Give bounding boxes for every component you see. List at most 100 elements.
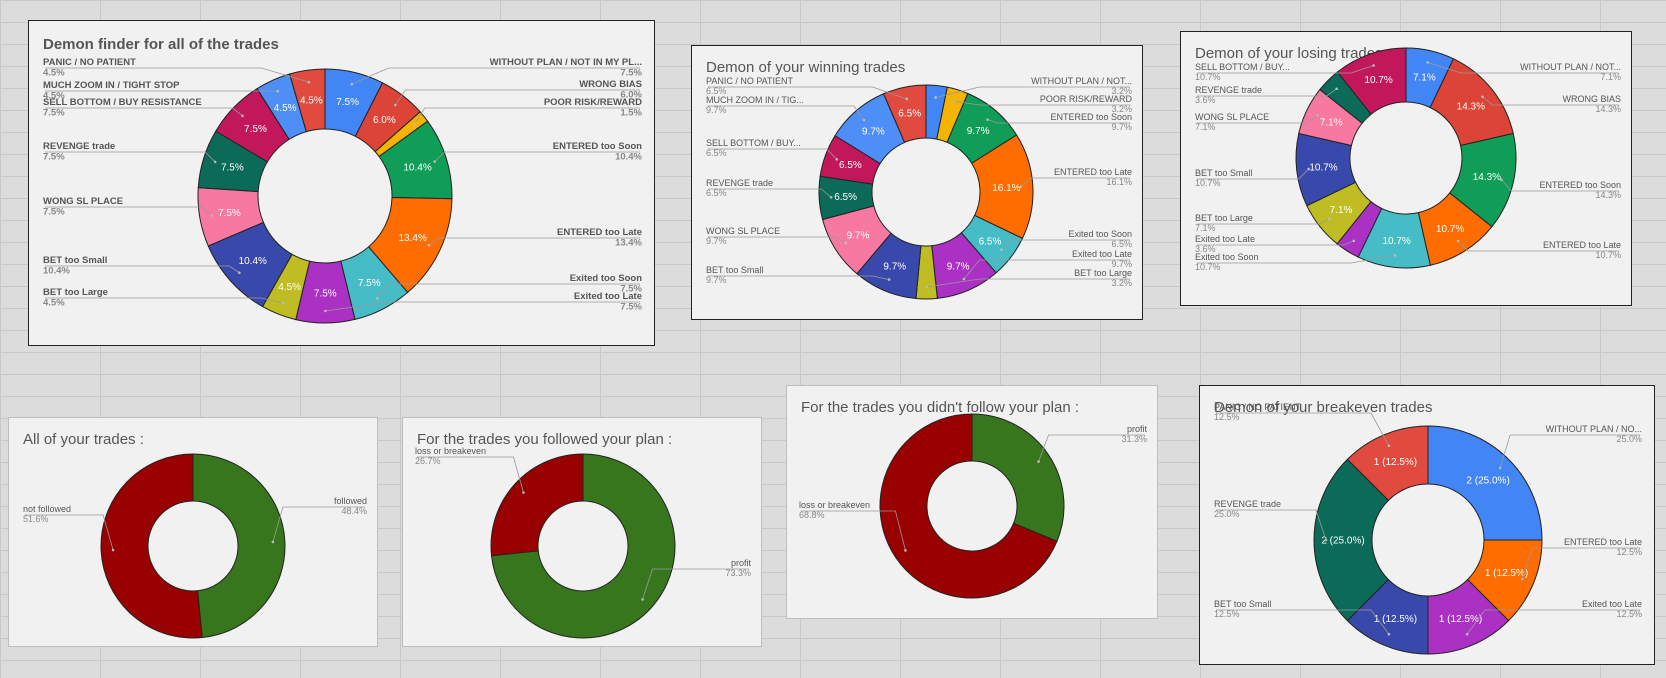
slice-value-label: 10.7% [1364,75,1392,86]
legend-label-much-zoom-in-tight-stop: MUCH ZOOM IN / TIGHT STOP [43,80,180,91]
legend-percent: 7.5% [43,152,65,163]
legend-percent: 9.7% [1111,122,1132,132]
chart-card-winning-trades[interactable]: Demon of your winning trades 9.7% 16.1% 6.… [691,45,1143,320]
slices: 7.1% 14.3% 14.3% 10.7% 10.7% 7.1% 10.7% 7.1% 10.… [1295,47,1517,269]
leader-line [963,259,1130,280]
legend-percent: 9.7% [706,236,727,246]
legend-label-poor-risk-reward: POOR RISK/REWARD [1040,94,1133,104]
slice-profit[interactable] [971,413,1065,542]
legend-label-not-followed: not followed [23,504,71,514]
legend-percent: 25.0% [1616,434,1642,444]
leader-dot [1000,248,1003,251]
leader-line [377,283,640,299]
leader-line [1216,509,1327,541]
leader-line [45,107,243,117]
leader-dot [1481,95,1484,99]
slice-not-followed[interactable] [100,453,203,639]
leader-dot [1520,577,1524,581]
slice-value-label: 6.5% [839,160,862,171]
legend-label-poor-risk-reward: POOR RISK/REWARD [544,97,642,108]
slice-loss-or-breakeven[interactable] [490,453,584,557]
chart-card-losing-trades[interactable]: Demon of your losing trades 7.1% 14.3% 14.… [1180,31,1632,306]
leader-dot [1335,87,1338,91]
slice-value-label: 1 (12.5%) [1485,568,1528,579]
slice-sell-bottom-buy[interactable] [1336,47,1407,115]
slice-value-label: 7.1% [1413,73,1436,84]
chart-card-followed-plan[interactable]: For the trades you followed your plan : … [402,417,762,647]
slice-profit[interactable] [490,453,676,639]
slice-revenge-trade[interactable] [1313,458,1390,622]
chart-title: For the trades you followed your plan : [417,431,673,448]
leader-dot [281,301,285,305]
legend-percent: 1.5% [620,108,642,119]
slice-value-label: 9.7% [847,231,870,242]
slice-panic-no-patient[interactable] [882,84,927,144]
legend-label-without-plan-no: WITHOUT PLAN / NO... [1546,424,1642,434]
slice-value-label: 13.4% [398,233,426,244]
leader-dot [844,241,848,245]
legend-percent: 13.4% [615,238,642,249]
leader-line [708,188,832,198]
chart-title: Demon of your winning trades [706,59,906,76]
donut-chart-svg[interactable]: 9.7% 16.1% 6.5% 9.7% 9.7% 9.7% 6.5% 6.5% 9.7% 6.5… [692,46,1144,321]
leader-dot [952,99,956,103]
leader-dot [835,158,839,161]
legend-label-revenge-trade: REVENGE trade [43,141,115,152]
legend-label-bet-too-large: BET too Large [43,287,108,298]
chart-card-not-followed-plan[interactable]: For the trades you didn't follow your pl… [786,385,1158,619]
leader-line [1197,218,1330,225]
legend-percent: 7.5% [43,108,65,119]
leader-dot [1456,239,1460,243]
leader-line [935,86,1130,98]
legend-label-entered-too-soon: ENTERED too Soon [1539,180,1621,190]
legend-label-panic-no-patient: PANIC / NO PATIENT [706,76,794,86]
leader-line [1001,239,1130,250]
slice-followed[interactable] [192,453,286,639]
leader-line [1457,240,1619,252]
legend-label-sell-bottom-buy-resistance: SELL BOTTOM / BUY RESISTANCE [43,97,202,108]
leader-dot [887,278,891,281]
leader-dot [1019,185,1023,188]
chart-card-all-trades-demons[interactable]: Demon finder for all of the trades 7.5% 6… [28,20,655,346]
slice-loss-or-breakeven[interactable] [879,413,1058,599]
slice-value-label: 9.7% [947,261,970,272]
leader-line [1197,168,1309,180]
legend-label-exited-too-late: Exited too Late [1195,234,1255,244]
chart-card-breakeven-trades[interactable]: Demon of your breakeven trades 2 (25.0%)… [1199,385,1655,665]
leader-dot [324,309,327,313]
slices: 7.5% 6.0% 10.4% 13.4% 7.5% 7.5% 4.5% 10.4% 7.5% 7… [197,68,453,324]
leader-dot [1037,460,1040,463]
leader-dot [210,214,213,217]
donut-chart-svg[interactable]: 7.5% 6.0% 10.4% 13.4% 7.5% 7.5% 4.5% 10.4% 7.5% 7… [29,21,656,347]
chart-card-all-your-trades[interactable]: All of your trades : not followed 51.6% fo… [8,417,378,647]
legend-label-exited-too-soon: Exited too Soon [1195,252,1259,262]
legend-label-revenge-trade: REVENGE trade [706,178,773,188]
legend-percent: 3.6% [1195,244,1216,254]
donut-chart-svg[interactable]: 7.1% 14.3% 14.3% 10.7% 10.7% 7.1% 10.7% 7.1% 10.… [1181,32,1633,307]
legend-label-loss-or-breakeven: loss or breakeven [415,446,486,456]
leader-line [1466,609,1640,635]
slice-panic-no-patient[interactable] [289,68,326,133]
legend-percent: 4.5% [43,68,65,79]
leader-line [45,297,284,304]
legend-percent: 14.3% [1595,190,1621,200]
legend-percent: 9.7% [706,105,727,115]
legend-label-bet-too-small: BET too Small [43,255,107,266]
slice-panic-no-patient[interactable] [1346,425,1429,502]
slice-without-plan-no[interactable] [1427,425,1543,541]
legend-percent: 48.4% [341,506,367,516]
leader-dot [934,96,937,99]
legend-label-entered-too-late: ENTERED too Late [1543,240,1621,250]
legend-percent: 3.2% [1111,278,1132,288]
leader-dot [394,103,397,107]
donut-chart-svg[interactable]: 2 (25.0%) 1 (12.5%) 1 (12.5%) 1 (12.5%) 2 (2… [1200,386,1656,666]
leader-line [1427,62,1619,74]
legend-percent: 73.3% [725,568,751,578]
legend-label-revenge-trade: REVENGE trade [1195,85,1262,95]
leader-dot [213,160,217,164]
